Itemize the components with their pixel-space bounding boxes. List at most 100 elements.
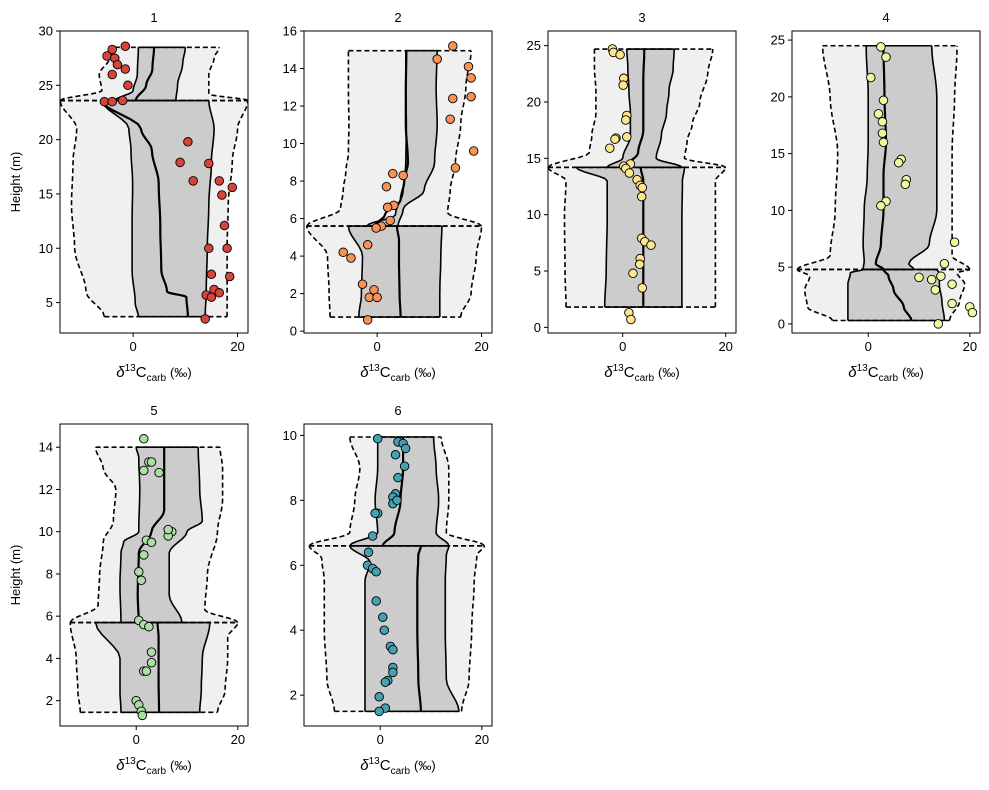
median-line: [156, 622, 161, 713]
data-point: [878, 137, 889, 148]
data-point: [214, 288, 225, 298]
y-tick-label: 20: [771, 89, 785, 104]
data-point: [877, 128, 888, 138]
data-point: [107, 69, 117, 80]
data-point: [372, 433, 383, 444]
median-line: [136, 447, 166, 623]
y-tick-label: 14: [39, 440, 53, 455]
data-point: [183, 137, 193, 147]
data-point: [636, 191, 647, 202]
y-tick-label: 6: [290, 211, 297, 226]
data-point: [637, 182, 648, 193]
inner-envelope-line: [575, 166, 609, 308]
outer-envelope-line: [203, 447, 239, 624]
data-point: [219, 220, 230, 231]
y-axis-label: Height (m): [8, 545, 23, 606]
inner-envelope-band: [101, 100, 215, 317]
y-tick-label: 8: [290, 493, 297, 508]
y-tick-label: 0: [534, 320, 541, 335]
plot-area: [305, 41, 483, 325]
data-point: [388, 644, 398, 655]
axes-frame: [303, 423, 493, 727]
data-point: [378, 612, 388, 622]
data-point: [371, 596, 381, 606]
data-point: [637, 283, 648, 293]
data-point: [939, 258, 950, 269]
data-point: [227, 182, 238, 193]
y-tick-label: 6: [290, 558, 297, 573]
data-point: [120, 41, 131, 51]
y-tick-label: 10: [39, 524, 53, 539]
x-tick-label: 20: [230, 339, 244, 354]
data-point: [388, 168, 398, 179]
plot-area: [548, 44, 727, 325]
data-point: [379, 625, 390, 635]
data-point: [634, 259, 645, 270]
median-line: [134, 47, 156, 101]
x-label-unit: (‰): [414, 365, 436, 380]
data-point: [626, 314, 636, 325]
data-point: [338, 247, 348, 258]
panel-title: 3: [638, 10, 645, 25]
outer-envelope-line: [459, 226, 483, 318]
y-tick-label: 15: [39, 186, 53, 201]
data-point: [936, 271, 946, 281]
data-point: [146, 537, 157, 548]
y-tick-label: 5: [46, 295, 53, 310]
y-tick-label: 5: [534, 264, 541, 279]
x-tick-label: 20: [474, 339, 488, 354]
axes-frame: [59, 30, 249, 334]
x-label-main: C: [868, 364, 879, 381]
data-point: [372, 292, 382, 303]
data-point: [621, 115, 631, 125]
x-tick-label: 20: [963, 339, 977, 354]
outer-envelope-line: [714, 167, 727, 308]
inner-envelope-line: [432, 436, 450, 547]
data-point: [893, 157, 904, 168]
x-axis-label: δ13Ccarb (‰): [116, 756, 191, 777]
outer-envelope-line: [796, 45, 839, 270]
data-point: [370, 508, 380, 519]
outer-envelope-line: [460, 545, 486, 712]
x-tick-label: 0: [129, 339, 136, 354]
data-point: [139, 465, 149, 476]
data-point: [224, 271, 235, 282]
inner-envelope-line: [119, 447, 141, 623]
y-tick-label: 25: [527, 38, 541, 53]
data-point: [448, 93, 458, 104]
y-tick-label: 2: [290, 286, 297, 301]
y-tick-label: 10: [283, 428, 297, 443]
data-point: [204, 158, 214, 169]
x-label-superscript: 13: [125, 756, 137, 767]
inner-envelope-line: [175, 47, 187, 101]
data-point: [615, 49, 625, 60]
data-point: [214, 176, 225, 186]
panel-2: 0 20 0 2 4 6 8 10 12 14 16 2 δ13Ccarb (‰): [283, 10, 493, 384]
outer-envelope-line: [216, 622, 239, 713]
x-axis-label: δ13Ccarb (‰): [360, 756, 435, 777]
x-label-superscript: 13: [369, 756, 381, 767]
data-point: [393, 472, 403, 483]
x-label-superscript: 13: [857, 363, 869, 374]
plot-area: [308, 433, 486, 717]
y-axis-label: Height (m): [8, 152, 23, 213]
data-point: [628, 268, 638, 279]
inner-envelope-band: [366, 50, 438, 227]
x-label-unit: (‰): [658, 365, 680, 380]
data-point: [371, 567, 381, 577]
y-tick-label: 4: [46, 651, 53, 666]
data-point: [206, 269, 217, 280]
data-point: [646, 240, 656, 250]
x-tick-label: 0: [865, 339, 872, 354]
data-point: [448, 41, 458, 51]
data-point: [398, 170, 408, 181]
inner-envelope-line: [198, 622, 211, 713]
y-tick-label: 5: [778, 260, 785, 275]
data-point: [206, 292, 217, 302]
y-tick-label: 8: [290, 174, 297, 189]
outer-envelope-line: [548, 166, 567, 308]
x-axis-label: δ13Ccarb (‰): [360, 363, 435, 384]
data-point: [154, 467, 164, 478]
data-point: [933, 319, 944, 329]
plot-area: [69, 434, 239, 721]
